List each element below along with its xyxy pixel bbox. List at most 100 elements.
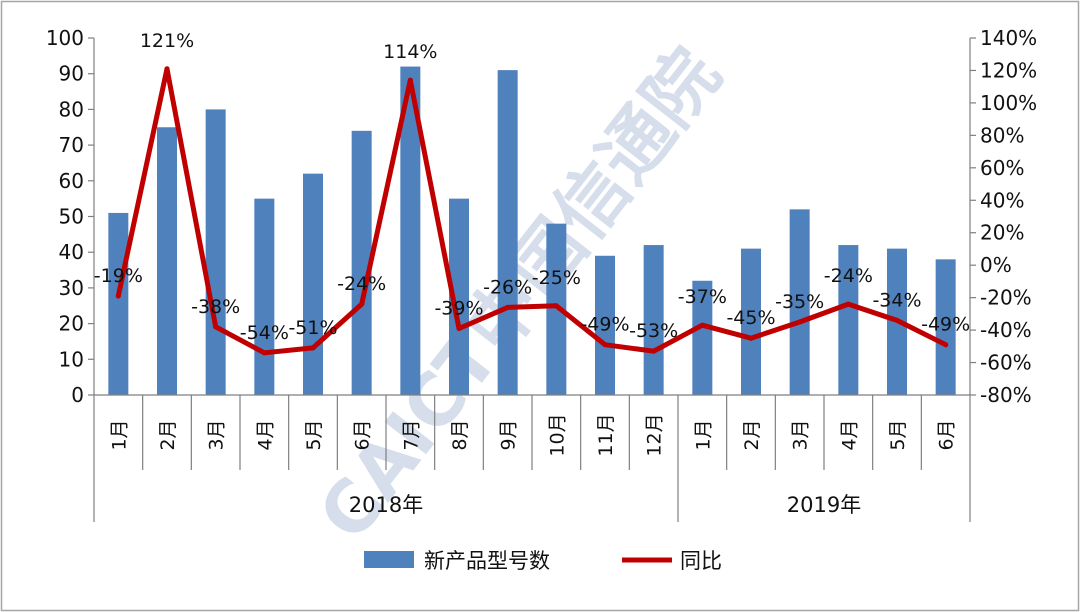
left-tick-label: 50 — [59, 205, 84, 229]
bar-4 — [254, 198, 275, 395]
bar-series — [108, 66, 956, 396]
category-label: 3月 — [790, 419, 812, 450]
bar-3 — [205, 109, 226, 396]
right-tick-label: 0% — [980, 253, 1012, 277]
group-label: 2019年 — [787, 493, 861, 517]
legend-swatch-bars — [364, 551, 414, 568]
legend-label-line: 同比 — [680, 549, 722, 573]
category-label: 8月 — [449, 419, 471, 450]
bar-9 — [497, 70, 518, 395]
yoy-label-6: -24% — [337, 273, 386, 295]
category-label: 11月 — [595, 413, 617, 456]
category-label: 6月 — [936, 419, 958, 450]
yoy-point-17 — [894, 317, 900, 323]
left-tick-label: 40 — [59, 240, 84, 264]
category-label: 10月 — [546, 413, 568, 456]
category-label: 4月 — [838, 419, 860, 450]
bar-16 — [838, 245, 859, 395]
yoy-label-9: -26% — [483, 276, 532, 298]
category-label: 1月 — [692, 419, 714, 450]
right-tick-label: -80% — [980, 383, 1032, 407]
bar-1 — [108, 212, 129, 395]
bar-18 — [935, 259, 956, 395]
category-label: 1月 — [108, 419, 130, 450]
yoy-point-13 — [699, 322, 705, 328]
yoy-label-8: -39% — [434, 297, 483, 319]
yoy-point-18 — [943, 342, 949, 348]
left-tick-label: 60 — [59, 169, 84, 193]
yoy-point-4 — [261, 350, 267, 356]
yoy-label-1: -19% — [94, 265, 143, 287]
yoy-label-16: -24% — [824, 265, 873, 287]
yoy-label-15: -35% — [775, 291, 824, 313]
bar-15 — [789, 209, 810, 395]
yoy-label-12: -53% — [629, 320, 678, 342]
bar-12 — [643, 245, 664, 395]
legend: 新产品型号数 同比 — [364, 549, 722, 573]
category-label: 5月 — [887, 419, 909, 450]
right-tick-label: 20% — [980, 221, 1024, 245]
category-label: 12月 — [644, 413, 666, 456]
yoy-label-2: 121% — [140, 30, 194, 52]
right-tick-label: 140% — [980, 26, 1037, 50]
yoy-point-6 — [359, 301, 365, 307]
yoy-label-13: -37% — [678, 286, 727, 308]
yoy-point-1 — [115, 293, 121, 299]
yoy-label-4: -54% — [240, 322, 289, 344]
left-tick-label: 80 — [59, 97, 84, 121]
left-tick-label: 10 — [59, 347, 84, 371]
yoy-line — [115, 66, 949, 356]
category-label: 2月 — [741, 419, 763, 450]
yoy-point-5 — [310, 345, 316, 351]
category-label: 4月 — [254, 419, 276, 450]
right-tick-label: 60% — [980, 156, 1024, 180]
yoy-label-10: -25% — [532, 267, 581, 289]
bar-14 — [741, 248, 761, 395]
line-series — [115, 66, 949, 356]
yoy-point-14 — [748, 335, 754, 341]
yoy-point-12 — [651, 348, 657, 354]
yoy-label-5: -51% — [288, 317, 337, 339]
group-label: 2018年 — [349, 493, 423, 517]
left-tick-label: 70 — [59, 133, 84, 157]
yoy-point-11 — [602, 342, 608, 348]
right-tick-label: -20% — [980, 286, 1032, 310]
bar-2 — [157, 127, 177, 395]
yoy-label-11: -49% — [580, 314, 629, 336]
yoy-point-16 — [845, 301, 851, 307]
yoy-label-18: -49% — [921, 314, 970, 336]
right-tick-label: 100% — [980, 91, 1037, 115]
category-label: 5月 — [303, 419, 325, 450]
category-label: 3月 — [206, 419, 228, 450]
left-tick-label: 90 — [59, 62, 84, 86]
bar-11 — [595, 255, 615, 395]
yoy-point-2 — [164, 66, 170, 72]
right-tick-label: 40% — [980, 188, 1024, 212]
right-tick-label: 120% — [980, 58, 1037, 82]
bar-7 — [400, 66, 421, 395]
axes: 0 10 20 30 40 50 60 70 80 90 100 -80% -60% -40% -20% 0%… — [46, 26, 1037, 522]
yoy-label-14: -45% — [726, 307, 775, 329]
yoy-point-7 — [407, 77, 413, 83]
yoy-point-8 — [456, 325, 462, 331]
category-label: 6月 — [352, 419, 374, 450]
data-labels: -19%121%-38%-54% -51%-24%114%-39%-26% -25%… — [94, 30, 970, 344]
yoy-label-17: -34% — [872, 289, 921, 311]
right-tick-label: -40% — [980, 318, 1032, 342]
yoy-label-3: -38% — [191, 296, 240, 318]
yoy-point-15 — [797, 319, 803, 325]
bar-13 — [692, 280, 713, 395]
bar-8 — [449, 198, 469, 395]
left-tick-label: 100 — [46, 26, 84, 50]
yoy-point-9 — [505, 304, 511, 310]
bar-6 — [351, 130, 372, 395]
left-tick-label: 0 — [71, 383, 84, 407]
category-label: 9月 — [498, 419, 520, 450]
right-tick-label: 80% — [980, 123, 1024, 147]
bar-5 — [303, 173, 323, 395]
category-label: 7月 — [400, 419, 422, 450]
bar-10 — [546, 223, 567, 395]
left-tick-label: 30 — [59, 276, 84, 300]
